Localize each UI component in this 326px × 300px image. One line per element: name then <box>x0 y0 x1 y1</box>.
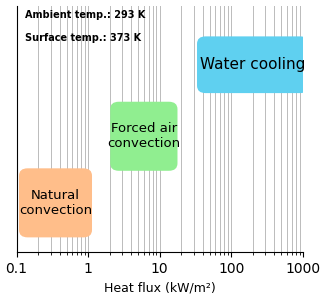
Text: Natural
convection: Natural convection <box>19 189 92 217</box>
FancyBboxPatch shape <box>110 102 177 171</box>
FancyBboxPatch shape <box>19 168 92 237</box>
Text: Water cooling: Water cooling <box>200 57 305 72</box>
Text: Surface temp.: 373 K: Surface temp.: 373 K <box>25 33 141 43</box>
Text: Forced air
convection: Forced air convection <box>107 122 180 150</box>
X-axis label: Heat flux (kW/m²): Heat flux (kW/m²) <box>104 281 215 294</box>
FancyBboxPatch shape <box>197 36 309 93</box>
Text: Ambient temp.: 293 K: Ambient temp.: 293 K <box>25 11 145 20</box>
